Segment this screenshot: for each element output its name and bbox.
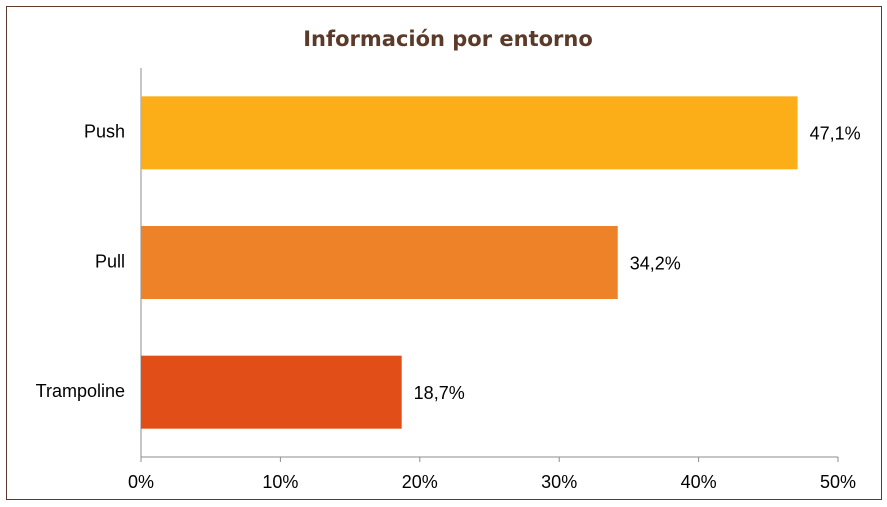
x-tick-label: 20% [402, 472, 438, 492]
x-tick-label: 0% [128, 472, 154, 492]
chart-title: Información por entorno [303, 27, 593, 51]
y-tick-label: Push [84, 122, 125, 142]
value-label: 34,2% [630, 253, 681, 273]
y-tick-label: Pull [95, 251, 125, 271]
x-tick-label: 10% [262, 472, 298, 492]
value-label: 18,7% [414, 383, 465, 403]
x-tick-label: 40% [681, 472, 717, 492]
bar [141, 226, 618, 299]
x-tick-label: 50% [820, 472, 856, 492]
bar [141, 96, 798, 170]
y-tick-label: Trampoline [36, 381, 125, 401]
x-tick-label: 30% [541, 472, 577, 492]
value-label: 47,1% [810, 124, 861, 144]
bar [141, 355, 402, 429]
